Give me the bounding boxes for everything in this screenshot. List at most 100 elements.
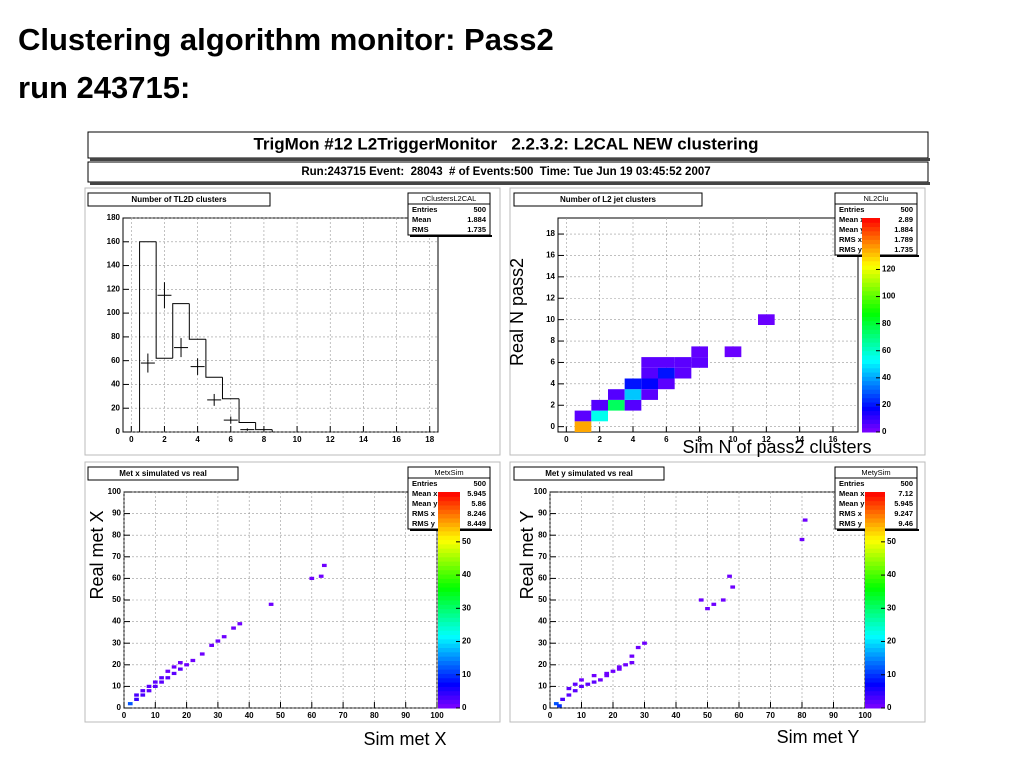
color-bar-step	[865, 565, 885, 571]
color-bar-step	[862, 389, 880, 394]
color-bar-step	[862, 329, 880, 335]
x-tick-label: 2	[162, 435, 167, 444]
y-tick-label: 20	[111, 403, 120, 412]
y-tick-label: 10	[538, 682, 547, 691]
histogram-bin	[188, 303, 206, 340]
color-bar-step	[862, 303, 880, 309]
stats-value: 2.89	[898, 215, 913, 224]
color-bar-step	[865, 638, 885, 644]
cell	[641, 378, 658, 390]
x-tick-label: 30	[640, 711, 649, 720]
cell	[799, 537, 805, 542]
x-tick-label: 60	[735, 711, 744, 720]
cell	[231, 626, 236, 630]
color-bar-step	[865, 517, 885, 523]
y-tick-label: 30	[538, 638, 547, 647]
color-bar-step	[438, 656, 460, 661]
color-bar-step	[865, 530, 885, 536]
x-tick-label: 100	[430, 711, 444, 720]
color-bar-step	[438, 569, 460, 575]
color-bar-step	[438, 548, 460, 553]
y-tick-label: 6	[551, 358, 556, 367]
stats-label: Entries	[839, 479, 864, 488]
y-tick-label: 90	[112, 509, 121, 518]
cell	[674, 367, 692, 379]
z-tick-label: 100	[882, 292, 896, 301]
color-bar-step	[438, 565, 460, 571]
cell	[140, 689, 146, 693]
stats-label: Mean x	[839, 489, 865, 498]
x-tick-label: 8	[697, 435, 702, 444]
color-bar-step	[438, 500, 460, 506]
color-bar-step	[862, 260, 880, 266]
cell	[591, 399, 608, 411]
color-bar-step	[865, 561, 885, 566]
y-axis-label: Real met X	[87, 510, 107, 599]
plot-title: Number of TL2D clusters	[131, 195, 227, 204]
cell	[591, 673, 597, 678]
x-tick-label: 4	[631, 435, 636, 444]
y-tick-label: 10	[112, 682, 121, 691]
x-tick-label: 10	[293, 435, 302, 444]
color-bar-step	[862, 312, 880, 317]
cell	[152, 680, 158, 684]
x-tick-label: 18	[425, 435, 434, 444]
cell	[705, 607, 710, 611]
cell	[177, 661, 183, 665]
histogram-bin	[255, 422, 273, 431]
y-axis-label: Real met Y	[517, 511, 537, 600]
y-tick-label: 60	[111, 356, 120, 365]
x-tick-label: 16	[829, 435, 838, 444]
color-bar-step	[438, 621, 460, 627]
plot-area	[122, 217, 439, 433]
color-bar-step	[862, 282, 880, 287]
stats-label: RMS y	[839, 245, 863, 254]
cell	[134, 697, 139, 701]
title-box	[87, 192, 271, 207]
color-bar-step	[438, 612, 460, 618]
x-tick-label: 12	[326, 435, 335, 444]
y-tick-label: 30	[112, 638, 121, 647]
color-bar-step	[865, 600, 885, 605]
color-bar-step	[862, 414, 880, 420]
color-bar-step	[865, 669, 885, 674]
stats-name: MetySim	[861, 468, 890, 477]
color-bar-step	[438, 682, 460, 687]
stats-label: Mean y	[839, 499, 865, 508]
color-bar-step	[865, 578, 885, 584]
color-bar-step	[865, 673, 885, 679]
z-tick-label: 50	[887, 537, 896, 546]
color-bar-step	[865, 552, 885, 558]
color-bar-step	[438, 509, 460, 515]
z-tick-label: 10	[462, 670, 471, 679]
cell	[624, 389, 642, 400]
cell	[641, 389, 658, 400]
color-bar-step	[438, 530, 460, 536]
color-bar-step	[438, 617, 460, 623]
y-tick-label: 180	[107, 213, 121, 222]
color-bar-step	[438, 677, 460, 683]
color-bar-step	[438, 591, 460, 597]
color-bar-step	[865, 604, 885, 610]
color-bar-step	[438, 634, 460, 640]
color-bar-step	[862, 273, 880, 279]
x-axis-label: Sim N of pass2 clusters	[682, 437, 871, 457]
z-tick-label: 30	[462, 603, 471, 612]
cell	[152, 684, 158, 689]
x-tick-label: 20	[609, 711, 618, 720]
color-bar-step	[862, 363, 880, 369]
x-tick-label: 10	[729, 435, 738, 444]
x-tick-label: 30	[213, 711, 222, 720]
color-bar-step	[865, 556, 885, 562]
cell	[691, 357, 708, 368]
color-bar-step	[862, 226, 880, 232]
color-bar-step	[865, 656, 885, 661]
stats-value: 500	[900, 205, 913, 214]
color-bar-step	[862, 337, 880, 343]
stats-box	[407, 192, 491, 236]
y-tick-label: 0	[543, 703, 548, 712]
stats-value: 500	[473, 479, 486, 488]
z-tick-label: 40	[887, 570, 896, 579]
z-tick-label: 0	[882, 427, 887, 436]
color-bar-step	[438, 556, 460, 562]
